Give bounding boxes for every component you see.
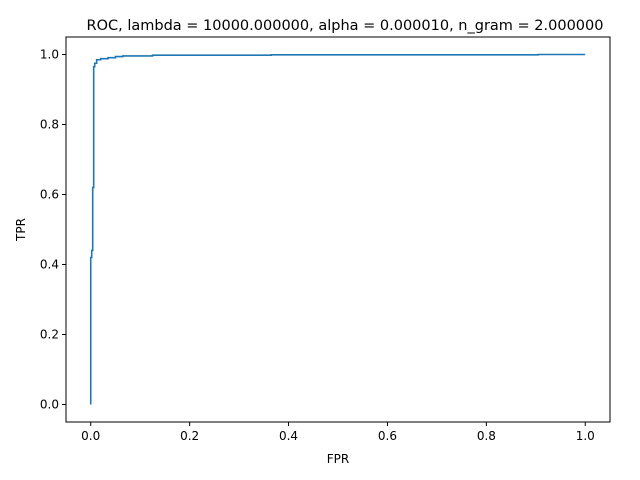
x-tick-label: 0.0: [81, 429, 100, 443]
x-tick-label: 0.4: [279, 429, 298, 443]
x-tick-label: 0.8: [477, 429, 496, 443]
x-tick-label: 0.2: [180, 429, 199, 443]
x-tick-label: 0.6: [378, 429, 397, 443]
x-axis-label: FPR: [327, 452, 349, 466]
y-tick-label: 0.6: [40, 188, 59, 202]
y-axis-label: TPR: [14, 218, 28, 242]
y-tick-label: 0.2: [40, 328, 59, 342]
y-tick-label: 0.4: [40, 258, 59, 272]
y-tick-label: 1.0: [40, 48, 59, 62]
y-tick-label: 0.0: [40, 398, 59, 412]
y-tick-label: 0.8: [40, 118, 59, 132]
x-tick-label: 1.0: [576, 429, 595, 443]
roc-curve-line: [89, 53, 586, 405]
chart-title: ROC, lambda = 10000.000000, alpha = 0.00…: [87, 18, 604, 34]
plot-frame: [65, 36, 611, 423]
